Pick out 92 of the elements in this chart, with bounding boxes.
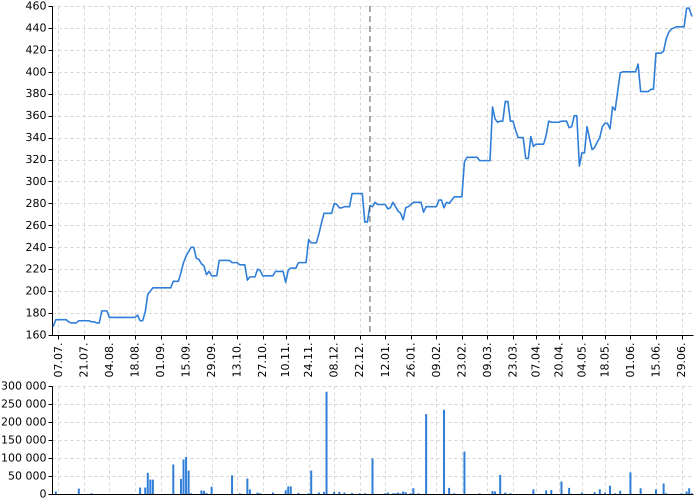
y-tick-label: 400	[26, 65, 46, 78]
x-tick-label: 20.04.	[552, 342, 566, 378]
y-tick-label: 0	[40, 488, 46, 500]
y-tick-label: 380	[26, 87, 46, 100]
y-tick-label: 260	[26, 218, 46, 232]
bar	[560, 481, 562, 494]
y-tick-label: 300 000	[1, 380, 46, 392]
y-tick-label: 250 000	[1, 398, 46, 410]
x-tick-label: 15.06.	[649, 342, 662, 378]
line-series	[52, 7, 693, 328]
bar	[210, 486, 213, 494]
bar	[200, 490, 202, 494]
x-tick-label: 07.04.	[529, 342, 542, 378]
bar	[448, 488, 450, 494]
bar	[550, 490, 552, 494]
y-tick-label: 200	[26, 284, 46, 298]
bar	[402, 491, 404, 494]
bar	[598, 489, 601, 494]
y-tick-label: 200 000	[1, 416, 46, 428]
x-tick-label: 26.01.	[404, 342, 418, 378]
x-tick-label: 10.11.	[279, 342, 292, 378]
x-tick-label: 15.09.	[180, 342, 193, 378]
x-tick-label: 18.08.	[128, 342, 142, 378]
x-tick-label: 22.12.	[353, 342, 366, 378]
x-tick-label: 09.03.	[480, 342, 494, 378]
bar	[654, 489, 657, 494]
bar	[568, 488, 570, 494]
x-tick-label: 08.12.	[328, 342, 341, 378]
bar	[443, 410, 446, 494]
bar	[492, 491, 494, 494]
bar	[152, 480, 154, 494]
bar	[425, 414, 428, 494]
bar	[609, 486, 611, 494]
bar	[499, 474, 502, 494]
bar	[629, 472, 632, 494]
x-tick-label: 18.05.	[598, 342, 612, 378]
x-tick-label: 29.09.	[205, 342, 218, 378]
bar	[463, 452, 466, 494]
bar	[78, 488, 80, 494]
y-tick-label: 220	[26, 262, 46, 276]
bar	[619, 490, 622, 494]
x-tick-label: 29.06.	[675, 342, 688, 378]
y-tick-label: 240	[26, 240, 46, 254]
bar	[686, 491, 688, 494]
bar	[662, 484, 665, 494]
bar	[640, 488, 642, 494]
y-tick-label: 280	[26, 196, 46, 210]
bar	[688, 488, 690, 494]
bar	[412, 488, 414, 494]
bar	[310, 470, 312, 494]
bar	[246, 478, 248, 494]
y-tick-label: 300	[26, 174, 46, 188]
bar	[185, 456, 188, 494]
x-tick-label: 21.07.	[77, 342, 90, 378]
bar	[284, 490, 287, 494]
bar	[182, 459, 185, 494]
x-tick-label: 27.10.	[256, 342, 270, 378]
y-tick-label: 100 000	[1, 452, 46, 464]
x-tick-label: 07.07.	[52, 342, 65, 378]
bar	[287, 486, 290, 494]
x-tick-label: 09.02.	[430, 342, 443, 378]
bar	[54, 491, 57, 494]
y-tick-label: 340	[26, 131, 46, 144]
y-tick-label: 440	[26, 21, 46, 34]
y-tick-label: 320	[26, 153, 46, 166]
bar	[494, 491, 496, 494]
x-tick-label: 04.08.	[102, 342, 116, 378]
y-tick-label: 180	[26, 306, 46, 320]
y-tick-label: 50 000	[8, 470, 46, 482]
bar	[532, 489, 534, 494]
x-tick-label: 24.11.	[302, 342, 316, 378]
bar	[372, 458, 374, 494]
bar	[202, 490, 205, 494]
bar	[172, 464, 174, 494]
y-tick-label: 150 000	[1, 434, 46, 446]
bar	[545, 490, 548, 494]
x-tick-label: 01.06.	[624, 342, 637, 378]
y-tick-label: 360	[26, 109, 46, 122]
x-tick-label: 01.09.	[154, 342, 168, 378]
bar	[139, 488, 142, 494]
bar	[146, 472, 149, 494]
y-tick-label: 420	[26, 43, 46, 56]
x-tick-label: 04.05.	[575, 342, 588, 378]
bar	[231, 475, 234, 494]
x-tick-label: 12.01.	[378, 342, 392, 378]
y-tick-label: 160	[26, 328, 46, 342]
y-tick-label: 460	[26, 0, 46, 12]
x-tick-label: 23.03.	[506, 342, 520, 378]
bar	[290, 486, 292, 494]
x-tick-label: 13.10.	[230, 342, 244, 378]
bar	[326, 392, 328, 494]
x-tick-label: 23.02.	[455, 342, 468, 378]
